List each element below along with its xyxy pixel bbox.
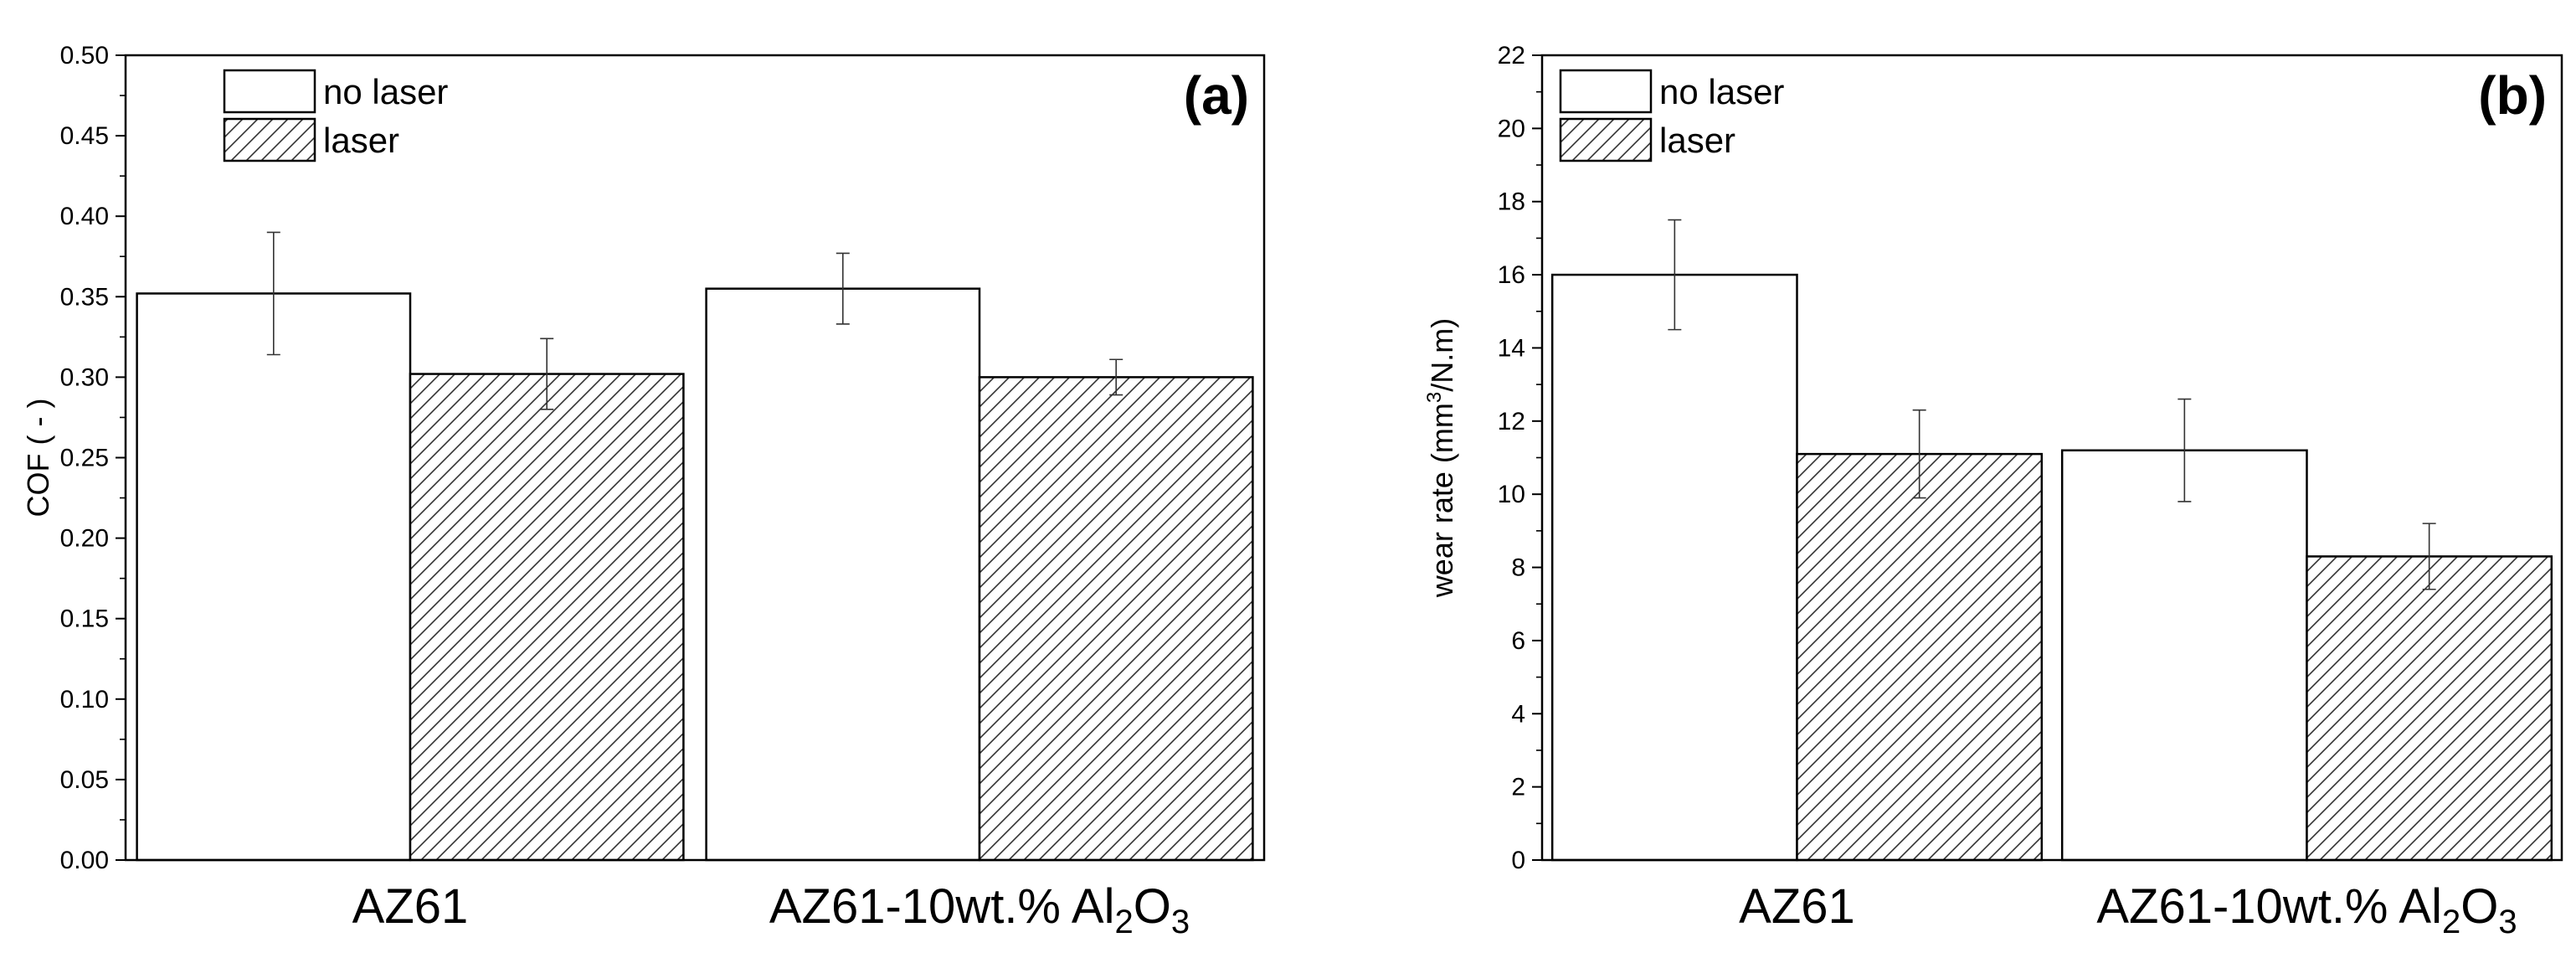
legend-label: laser	[1659, 121, 1735, 160]
error-bar	[1668, 219, 1682, 331]
bar-no-laser-AZ61	[1550, 273, 1798, 862]
error-bar	[1109, 358, 1123, 396]
legend: no laser laser	[1559, 69, 1784, 162]
panel-label: (a)	[1184, 65, 1249, 126]
bar-no-laser-AZ61	[136, 292, 412, 862]
x-category-label: AZ61-10wt.% Al2O3	[2096, 879, 2517, 940]
legend-label: no laser	[323, 72, 448, 111]
legend-label: laser	[323, 121, 399, 160]
y-tick-label: 0.20	[60, 525, 109, 553]
bar-laser-AZ61	[1796, 452, 2044, 862]
legend: no laser laser	[223, 69, 448, 162]
x-category-label: AZ61	[1739, 879, 1855, 934]
y-tick-label: 14	[1498, 334, 1525, 362]
y-tick-label: 0.05	[60, 766, 109, 794]
bar-laser-AZ61	[409, 373, 685, 862]
y-tick-label: 16	[1498, 261, 1525, 289]
y-tick-label: 0.30	[60, 363, 109, 391]
y-axis-title: COF ( - )	[21, 399, 55, 518]
y-tick-label: 0.35	[60, 283, 109, 311]
error-bar	[836, 252, 850, 325]
error-bar	[266, 231, 280, 356]
bar-laser-AZ61-10wt-Al2O3	[2306, 555, 2553, 862]
legend-label: no laser	[1659, 72, 1784, 111]
y-tick-label: 2	[1511, 774, 1525, 801]
y-tick-label: 0.50	[60, 42, 109, 70]
legend-swatch	[1559, 117, 1653, 162]
panel-a: 0.00 0.05 0.10 0.15 0.20 0.25 0.30 0.35 0.40 0.45…	[21, 42, 1266, 940]
legend-swatch	[223, 117, 316, 162]
error-bar	[2422, 523, 2436, 590]
y-tick-label: 0.10	[60, 686, 109, 713]
legend-swatch	[223, 69, 316, 114]
x-category-label: AZ61-10wt.% Al2O3	[769, 879, 1190, 940]
bar-no-laser-AZ61-10wt-Al2O3	[2060, 449, 2308, 862]
y-tick-label: 22	[1498, 42, 1525, 70]
y-tick-label: 0.00	[60, 847, 109, 874]
y-tick-label: 10	[1498, 481, 1525, 508]
y-tick-label: 0	[1511, 847, 1525, 874]
y-tick-label: 8	[1511, 554, 1525, 582]
bar-laser-AZ61-10wt-Al2O3	[978, 376, 1254, 862]
panel-b: 0 2 4 6 8 10 12 14 16 18 20 22 wear rate (mm3/N.m) AZ…	[1423, 42, 2563, 940]
y-tick-label: 0.45	[60, 122, 109, 150]
legend-swatch	[1559, 69, 1653, 114]
panel-label: (b)	[2478, 65, 2547, 126]
y-tick-label: 20	[1498, 115, 1525, 142]
error-bar	[540, 337, 554, 410]
error-bar	[1912, 409, 1926, 499]
bar-no-laser-AZ61-10wt-Al2O3	[705, 287, 981, 862]
y-tick-label: 6	[1511, 627, 1525, 655]
y-tick-label: 0.15	[60, 605, 109, 633]
y-tick-label: 0.25	[60, 445, 109, 472]
error-bar	[2178, 398, 2192, 502]
y-tick-label: 0.40	[60, 203, 109, 230]
y-tick-label: 4	[1511, 700, 1525, 728]
y-tick-label: 18	[1498, 188, 1525, 216]
x-category-label: AZ61	[352, 879, 469, 934]
y-axis-title: wear rate (mm3/N.m)	[1423, 318, 1459, 598]
y-tick-label: 12	[1498, 408, 1525, 435]
